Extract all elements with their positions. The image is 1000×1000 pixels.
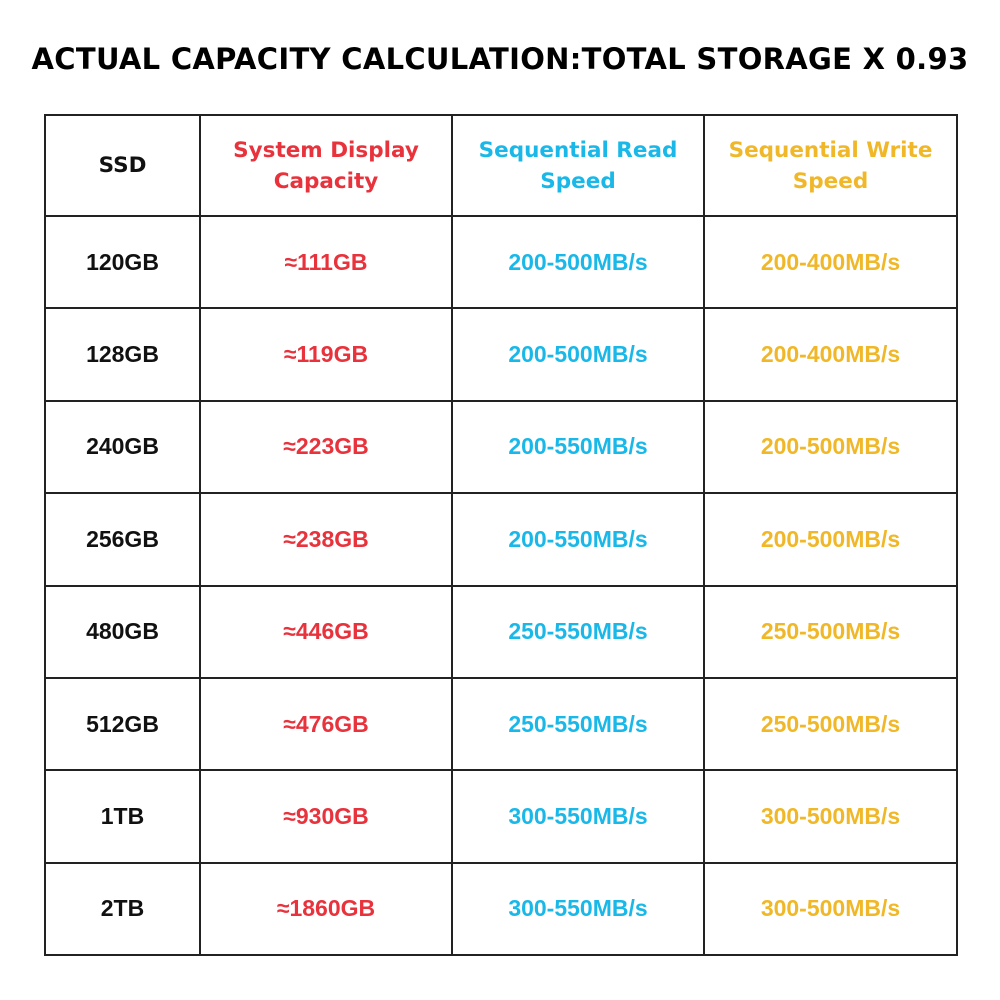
column-header: System Display Capacity bbox=[199, 114, 453, 217]
table-cell: 240GB bbox=[44, 399, 201, 495]
table-cell: 200-500MB/s bbox=[703, 492, 958, 587]
table-cell: 200-400MB/s bbox=[703, 307, 958, 402]
table-cell: 200-500MB/s bbox=[703, 399, 958, 495]
table-cell: ≈446GB bbox=[199, 584, 453, 679]
table-cell: 512GB bbox=[44, 676, 201, 772]
table-row: 512GB ≈476GB 250-550MB/s 250-500MB/s bbox=[44, 676, 958, 772]
table-row: 2TB ≈1860GB 300-550MB/s 300-500MB/s bbox=[44, 861, 958, 957]
table-cell: 480GB bbox=[44, 584, 201, 679]
table-cell: 200-550MB/s bbox=[451, 399, 705, 495]
table-cell: 250-550MB/s bbox=[451, 676, 705, 772]
table-row: 128GB ≈119GB 200-500MB/s 200-400MB/s bbox=[44, 307, 958, 402]
table-cell: ≈111GB bbox=[199, 214, 453, 310]
column-header: SSD bbox=[44, 114, 201, 217]
table-cell: 128GB bbox=[44, 307, 201, 402]
table-cell: 300-550MB/s bbox=[451, 769, 705, 864]
table-row: 120GB ≈111GB 200-500MB/s 200-400MB/s bbox=[44, 214, 958, 310]
table-row: 256GB ≈238GB 200-550MB/s 200-500MB/s bbox=[44, 492, 958, 587]
table-cell: 300-500MB/s bbox=[703, 769, 958, 864]
table-cell: 300-550MB/s bbox=[451, 861, 705, 957]
table-cell: 200-500MB/s bbox=[451, 307, 705, 402]
table-body: 120GB ≈111GB 200-500MB/s 200-400MB/s 128GB ≈1… bbox=[44, 214, 958, 957]
column-header: Sequential Read Speed bbox=[451, 114, 705, 217]
table-cell: 250-500MB/s bbox=[703, 676, 958, 772]
table-cell: ≈238GB bbox=[199, 492, 453, 587]
table-cell: 256GB bbox=[44, 492, 201, 587]
table-cell: ≈1860GB bbox=[199, 861, 453, 957]
table-cell: ≈476GB bbox=[199, 676, 453, 772]
table-row: 240GB ≈223GB 200-550MB/s 200-500MB/s bbox=[44, 399, 958, 495]
spec-table: SSD System Display Capacity Sequential Rea… bbox=[44, 114, 958, 957]
column-header: Sequential Write Speed bbox=[703, 114, 958, 217]
table-cell: 200-500MB/s bbox=[451, 214, 705, 310]
header-row: SSD System Display Capacity Sequential Rea… bbox=[44, 114, 958, 217]
table-cell: 200-550MB/s bbox=[451, 492, 705, 587]
table-cell: ≈119GB bbox=[199, 307, 453, 402]
table-cell: 1TB bbox=[44, 769, 201, 864]
table-cell: 200-400MB/s bbox=[703, 214, 958, 310]
table-row: 480GB ≈446GB 250-550MB/s 250-500MB/s bbox=[44, 584, 958, 679]
table-cell: 300-500MB/s bbox=[703, 861, 958, 957]
table-row: 1TB ≈930GB 300-550MB/s 300-500MB/s bbox=[44, 769, 958, 864]
table-cell: ≈930GB bbox=[199, 769, 453, 864]
table-cell: ≈223GB bbox=[199, 399, 453, 495]
title: ACTUAL CAPACITY CALCULATION:TOTAL STORAG… bbox=[31, 42, 969, 76]
table-cell: 120GB bbox=[44, 214, 201, 310]
table-cell: 250-500MB/s bbox=[703, 584, 958, 679]
table-cell: 2TB bbox=[44, 861, 201, 957]
table-cell: 250-550MB/s bbox=[451, 584, 705, 679]
